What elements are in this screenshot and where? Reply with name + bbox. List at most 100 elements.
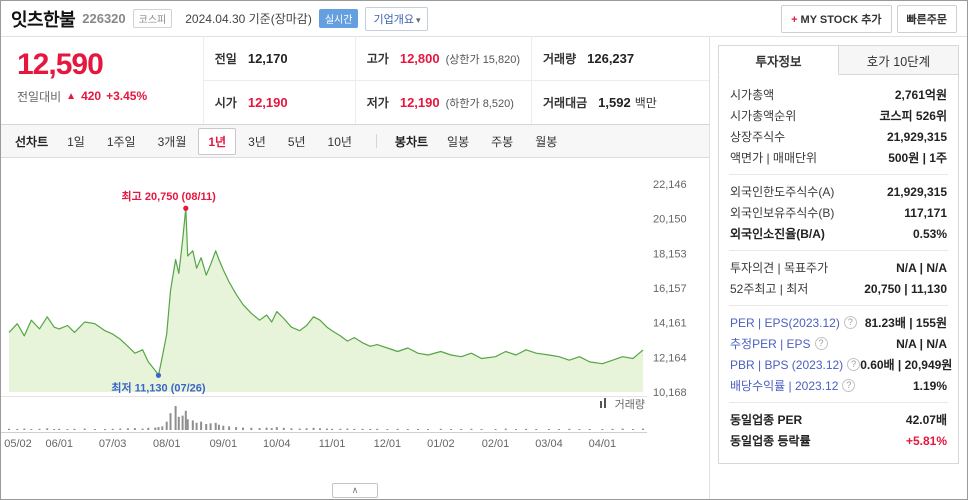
info-value: 1.19% — [912, 378, 947, 393]
page-header: 잇츠한불 226320 코스피 2024.04.30 기준(장마감) 실시간 기… — [1, 1, 967, 37]
volume-bar — [353, 428, 356, 430]
x-axis-label: 09/01 — [210, 438, 238, 450]
help-icon[interactable]: ? — [843, 316, 857, 329]
info-row: 시가총액 2,761억원 — [729, 84, 948, 105]
info-value: N/A | N/A — [896, 336, 947, 351]
group-divider — [729, 250, 948, 251]
info-label-group: 추정PER | EPS? — [730, 335, 828, 352]
volume-bar — [177, 416, 180, 430]
info-row: 액면가 | 매매단위 500원 | 1주 — [729, 147, 948, 168]
x-axis-label: 07/03 — [99, 438, 127, 450]
volume-bar — [588, 429, 591, 430]
volume-bar — [578, 429, 581, 430]
tab-group-divider — [375, 134, 377, 148]
help-icon[interactable]: ? — [847, 358, 861, 371]
info-label-group: 외국인보유주식수(B) — [730, 204, 834, 221]
info-label: 시가총액순위 — [730, 109, 797, 123]
candle-tab-0[interactable]: 일봉 — [437, 128, 479, 155]
quick-order-button[interactable]: 빠른주문 — [896, 4, 957, 33]
info-value: 21,929,315 — [886, 184, 947, 199]
volume-bar — [200, 421, 203, 430]
summary-unit: 백만 — [634, 96, 657, 110]
volume-bar — [331, 428, 334, 430]
info-value: 20,750 | 11,130 — [864, 281, 947, 296]
investment-info-table: 시가총액 2,761억원 시가총액순위 코스피 526위 상장주식수 21,929,315… — [718, 75, 959, 464]
volume-bar — [275, 427, 278, 430]
sidebar-tabs: 투자정보 호가 10단계 — [718, 45, 959, 75]
volume-bar — [250, 427, 253, 430]
summary-cell: 시가 12,190 — [202, 81, 355, 124]
summary-label: 전일 — [214, 52, 237, 66]
period-tab-0[interactable]: 1일 — [57, 128, 95, 155]
high-annotation: 최고 20,750 (08/11) — [122, 189, 217, 203]
price-summary: 12,590 전일대비 ▲ 420 +3.45% 전일 12,170 고가 12,80… — [1, 37, 709, 125]
high-marker-dot — [183, 205, 189, 211]
candle-tab-2[interactable]: 월봉 — [525, 128, 567, 155]
info-value: 42.07배 — [905, 413, 947, 427]
period-tab-4[interactable]: 3년 — [238, 128, 276, 155]
summary-cell: 거래량 126,237 — [531, 37, 709, 80]
period-tab-2[interactable]: 3개월 — [148, 128, 197, 155]
price-area-fill — [9, 208, 644, 392]
period-tab-5[interactable]: 5년 — [278, 128, 316, 155]
info-label-group: 동일업종 PER — [730, 411, 802, 428]
volume-bar — [460, 429, 463, 430]
summary-value: 12,170 — [247, 51, 288, 66]
candle-tab-1[interactable]: 주봉 — [481, 128, 523, 155]
company-overview-button[interactable]: 기업개요 ▾ — [365, 6, 429, 31]
summary-row: 시가 12,190 저가 12,190 (하한가 8,520) 거래대금 1,592 백만 — [202, 80, 709, 124]
info-label: PER | EPS(2023.12) — [730, 315, 840, 330]
period-tab-1[interactable]: 1주일 — [97, 128, 146, 155]
date-info: 2024.04.30 기준(장마감) — [185, 12, 312, 26]
summary-value: 12,190 — [399, 95, 440, 110]
help-icon[interactable]: ? — [842, 379, 856, 392]
my-stock-button[interactable]: + MY STOCK 추가 — [781, 4, 892, 33]
y-axis-label: 12,164 — [653, 352, 687, 364]
info-label: 외국인소진율(B/A) — [730, 227, 825, 241]
volume-bar — [191, 420, 194, 430]
candle-tabs: 일봉 주봉 월봉 — [437, 128, 567, 155]
info-row: 상장주식수 21,929,315 — [729, 126, 948, 147]
volume-bar — [161, 426, 164, 430]
info-label-group: 동일업종 등락률 — [730, 432, 811, 449]
info-value: 117,171 — [904, 205, 947, 220]
up-arrow-icon: ▲ — [66, 90, 77, 102]
x-axis-label: 05/02 — [4, 438, 32, 450]
volume-bar — [326, 428, 328, 430]
info-value: 81.23배 | 155원 — [864, 316, 947, 330]
summary-label: 거래량 — [543, 52, 577, 66]
scroll-top-button[interactable]: ∧ — [332, 483, 378, 498]
help-icon[interactable]: ? — [814, 337, 828, 350]
price-line — [8, 207, 644, 376]
info-row: 외국인한도주식수(A) 21,929,315 — [729, 181, 948, 202]
market-badge: 코스피 — [132, 9, 173, 28]
volume-bar — [369, 429, 372, 430]
volume-bar — [298, 428, 301, 430]
x-axis-label: 08/01 — [153, 438, 181, 450]
sidebar-tab-1[interactable]: 호가 10단계 — [839, 45, 959, 75]
sidebar-tab-0[interactable]: 투자정보 — [718, 45, 839, 75]
volume-bar — [53, 429, 56, 430]
volume-bar — [514, 429, 517, 430]
volume-bar — [290, 428, 293, 430]
volume-bar — [480, 429, 483, 430]
period-tab-6[interactable]: 10년 — [318, 128, 362, 155]
y-axis-label: 14,161 — [653, 318, 687, 330]
header-actions: + MY STOCK 추가 빠른주문 — [781, 4, 957, 33]
info-label: 상장주식수 — [730, 130, 786, 144]
volume-bar — [386, 429, 389, 430]
volume-bar — [169, 413, 172, 430]
info-value: 500원 | 1주 — [888, 151, 947, 165]
volume-bar — [631, 429, 634, 430]
chart-panel: 12,590 전일대비 ▲ 420 +3.45% 전일 12,170 고가 12,80… — [1, 37, 709, 499]
period-tab-3[interactable]: 1년 — [198, 127, 237, 155]
x-axis-label: 10/04 — [263, 438, 291, 450]
volume-legend-icon — [600, 401, 602, 408]
volume-bar — [184, 410, 187, 430]
plus-icon: + — [791, 13, 798, 26]
volume-bar — [621, 428, 624, 430]
info-label-group: 배당수익률 | 2023.12? — [730, 377, 856, 394]
volume-bar — [111, 428, 114, 430]
price-change: 전일대비 ▲ 420 +3.45% — [17, 88, 187, 105]
